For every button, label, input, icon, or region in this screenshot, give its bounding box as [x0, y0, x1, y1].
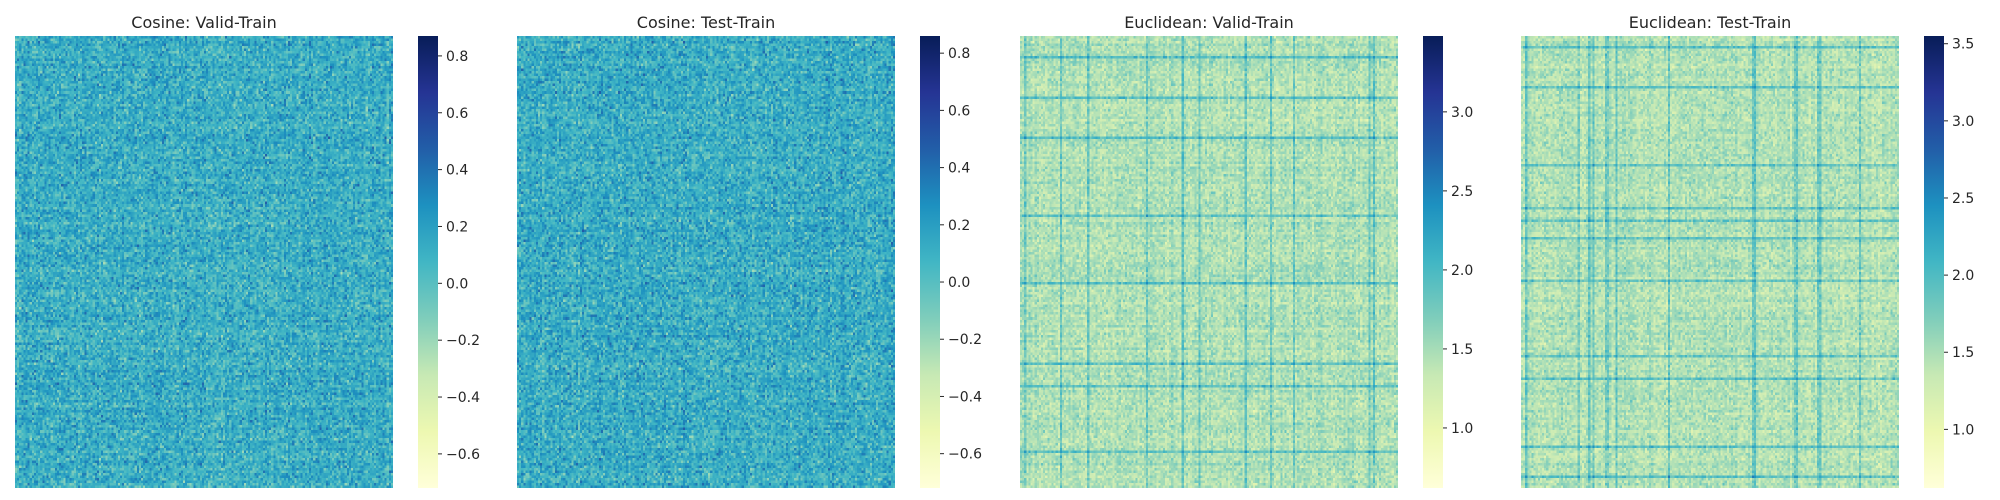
colorbar-tick-label: 0.0: [446, 276, 468, 292]
heatmap-title: Euclidean: Valid-Train: [1124, 13, 1294, 32]
heatmap-title: Cosine: Test-Train: [637, 13, 775, 32]
colorbar-tick-label: 3.5: [1952, 37, 1974, 53]
colorbar-tick-label: 3.0: [1952, 114, 1974, 130]
colorbar-tick-label: −0.2: [948, 332, 982, 348]
colorbar-tick-label: 3.0: [1451, 105, 1473, 121]
colorbar-tick-label: −0.2: [446, 333, 480, 349]
colorbar-tick-label: 0.8: [446, 49, 468, 65]
colorbar-tick-label: 2.5: [1451, 184, 1473, 200]
colorbar: [1924, 36, 1944, 488]
colorbar-tick-label: 1.0: [1451, 421, 1473, 437]
colorbar-tick-label: −0.4: [446, 390, 480, 406]
colorbar-tick-label: −0.6: [948, 447, 982, 463]
colorbar-tick-label: 0.6: [948, 103, 970, 119]
colorbar-tick-label: 1.5: [1451, 342, 1473, 358]
colorbar-tick-label: 0.8: [948, 46, 970, 62]
heatmap-panel-2: Cosine: Test-Train −0.6 −0.4 −0.2 0.0 0.2 0.4 0…: [517, 13, 982, 488]
colorbar-tick-label: −0.4: [948, 389, 982, 405]
heatmap-cells: [517, 36, 895, 488]
colorbar: [1423, 36, 1443, 488]
colorbar-tick-label: 2.0: [1451, 263, 1473, 279]
heatmap-cells: [1521, 36, 1899, 488]
colorbar-tick-label: −0.6: [446, 447, 480, 463]
heatmap-title: Euclidean: Test-Train: [1629, 13, 1792, 32]
colorbar-tick-label: 2.0: [1952, 268, 1974, 284]
colorbar-tick-label: 2.5: [1952, 191, 1974, 207]
colorbar-tick-label: 1.5: [1952, 345, 1974, 361]
colorbar-tick-label: 1.0: [1952, 422, 1974, 438]
colorbar-tick-label: 0.6: [446, 106, 468, 122]
colorbar-tick-label: 0.0: [948, 275, 970, 291]
colorbar-tick-label: 0.2: [446, 219, 468, 235]
colorbar-tick-label: 0.2: [948, 218, 970, 234]
heatmap-panel-1: Cosine: Valid-Train −0.6 −0.4 −0.2 0.0 0.2 0.4…: [15, 13, 480, 488]
colorbar-tick-label: 0.4: [948, 161, 970, 177]
colorbar-tick-label: 0.4: [446, 163, 468, 179]
heatmap-panel-4: Euclidean: Test-Train 1.0 1.5 2.0 2.5 3.0 3.5: [1521, 13, 1974, 488]
colorbar: [418, 36, 438, 488]
heatmap-cells: [1020, 36, 1398, 488]
heatmap-title: Cosine: Valid-Train: [131, 13, 276, 32]
heatmap-cells: [15, 36, 393, 488]
colorbar: [920, 36, 940, 488]
heatmap-panel-3: Euclidean: Valid-Train 1.0 1.5 2.0 2.5 3.0: [1020, 13, 1473, 488]
